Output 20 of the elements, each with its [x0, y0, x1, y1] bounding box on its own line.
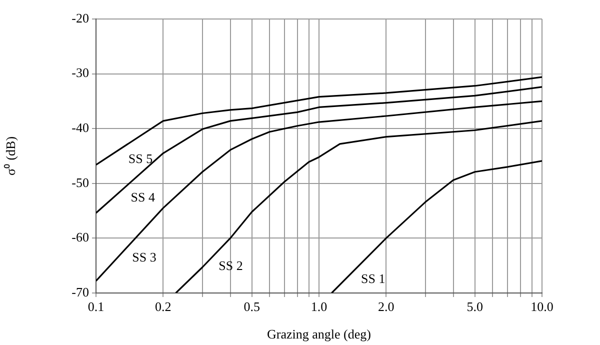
- x-tick-label: 0.1: [88, 299, 104, 314]
- series-label: SS 4: [130, 189, 156, 204]
- y-tick-label: -30: [72, 65, 89, 80]
- y-tick-label: -50: [72, 174, 89, 190]
- y-axis-title: σ⁰ (dB): [3, 136, 18, 176]
- y-tick-label: -20: [72, 10, 89, 26]
- x-tick-label: 2.0: [378, 299, 394, 314]
- series-label: SS 5: [128, 151, 153, 166]
- y-tick-label: -40: [72, 120, 89, 136]
- x-tick-label: 0.2: [155, 299, 172, 314]
- series-label: SS 2: [218, 258, 243, 273]
- y-tick-label: -60: [72, 230, 89, 245]
- series-label: SS 3: [132, 249, 156, 264]
- x-axis-title: Grazing angle (deg): [267, 326, 371, 342]
- x-tick-label: 0.5: [244, 299, 260, 314]
- x-tick-label: 1.0: [310, 299, 328, 314]
- x-tick-label: 10.0: [530, 299, 554, 314]
- x-tick-label: 5.0: [466, 299, 483, 314]
- y-tick-label: -70: [72, 284, 89, 300]
- series-label: SS 1: [360, 271, 386, 286]
